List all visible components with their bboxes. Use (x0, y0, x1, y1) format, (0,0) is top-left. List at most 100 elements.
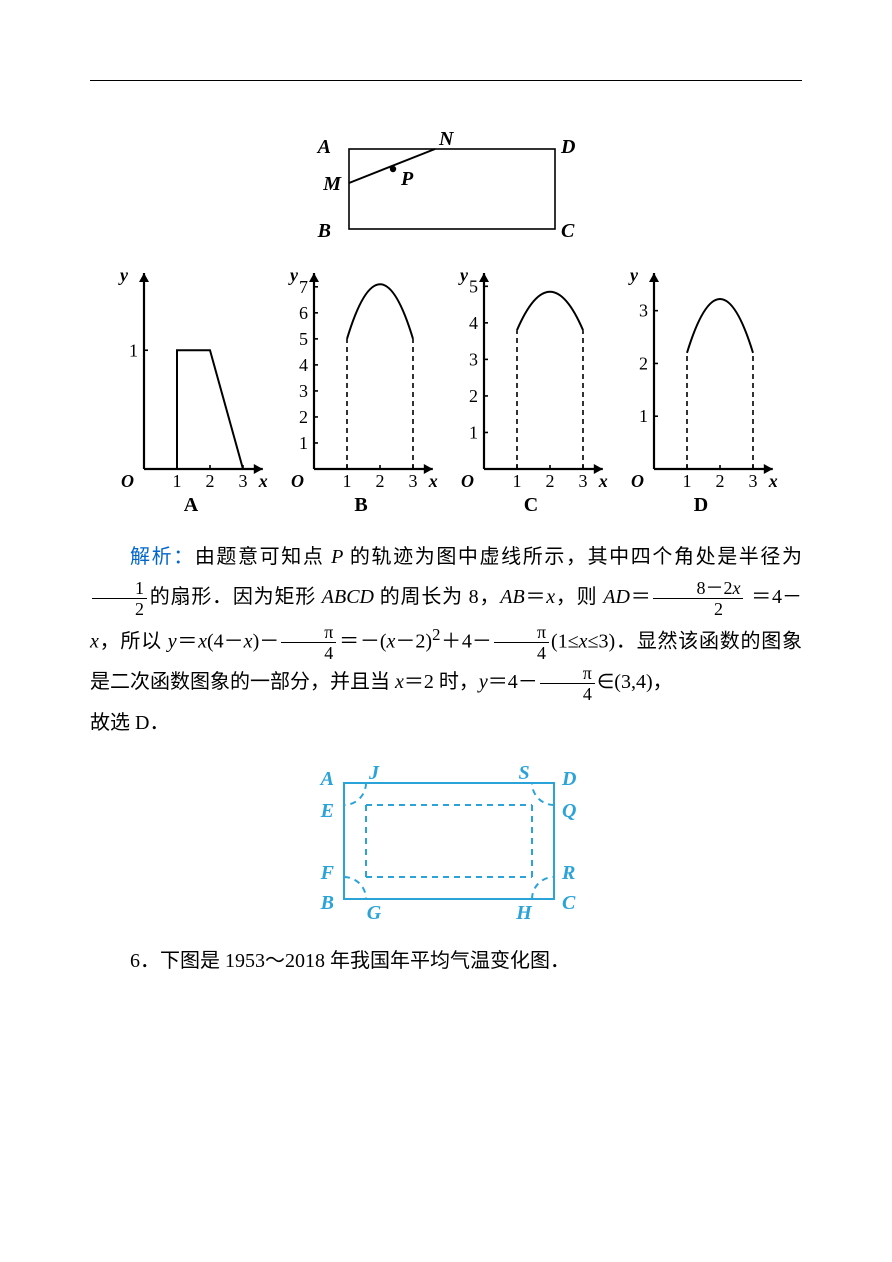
svg-text:1: 1 (683, 471, 692, 491)
svg-text:y: y (288, 265, 299, 285)
frac-pi4-3: π4 (540, 664, 595, 703)
var-x: x (90, 631, 99, 653)
frac-8minus2x: 8－2x2 (653, 579, 743, 618)
var-x: x (244, 631, 253, 653)
svg-text:H: H (515, 902, 533, 924)
txt: ＝2 时， (404, 671, 479, 693)
svg-text:1: 1 (129, 340, 138, 360)
svg-text:4: 4 (299, 355, 308, 375)
txt: ＝4－ (751, 586, 802, 608)
svg-text:2: 2 (716, 471, 725, 491)
txt: 由题意可知点 (195, 546, 331, 568)
svg-text:2: 2 (546, 471, 555, 491)
svg-text:F: F (320, 862, 335, 884)
figure-rectangle-mnp: ADBCMNP (301, 131, 591, 251)
svg-text:3: 3 (239, 471, 248, 491)
var-AB: AB (500, 586, 524, 608)
question-6: 6．下图是 1953～2018 年我国年平均气温变化图． (90, 941, 802, 981)
svg-text:x: x (598, 471, 608, 491)
chart-C: 12345123OxyC (446, 259, 616, 519)
svg-text:A: A (316, 136, 331, 158)
svg-text:A: A (184, 494, 199, 516)
svg-text:C: C (524, 494, 538, 516)
svg-text:J: J (368, 762, 380, 784)
q6-text: 下图是 1953～2018 年我国年平均气温变化图． (160, 950, 570, 972)
txt: ＝4－ (488, 671, 538, 693)
svg-text:O: O (121, 471, 134, 491)
eq: ＝ (630, 586, 652, 608)
svg-text:4: 4 (469, 313, 478, 333)
svg-text:y: y (118, 265, 129, 285)
var-AD: AD (603, 586, 630, 608)
top-rule (90, 80, 802, 81)
svg-text:1: 1 (343, 471, 352, 491)
txt: ，则 (555, 586, 603, 608)
svg-text:D: D (561, 768, 576, 790)
svg-text:1: 1 (173, 471, 182, 491)
chart-B: 1 2 3 4 5 6 7 1 2 3 Ox y B (276, 259, 446, 519)
txt: 的扇形．因为矩形 (149, 586, 322, 608)
var-y: y (479, 671, 488, 693)
var-y: y (168, 631, 177, 653)
frac-pi4-2: π4 (494, 623, 549, 662)
svg-text:O: O (631, 471, 644, 491)
svg-text:3: 3 (579, 471, 588, 491)
chart-D: 1 2 3 1 2 3 Ox y D (616, 259, 786, 519)
svg-text:5: 5 (469, 276, 478, 296)
svg-text:Q: Q (562, 800, 576, 822)
solution-conclude: 故选 D． (90, 703, 802, 743)
svg-text:M: M (322, 173, 342, 195)
svg-text:E: E (320, 800, 334, 822)
var-x: x (198, 631, 207, 653)
svg-text:C: C (561, 220, 575, 242)
keyword-jiexi: 解析： (130, 546, 195, 568)
figure-blue-rectangle: ADBCJSGHEFQR (286, 757, 606, 927)
svg-text:B: B (354, 494, 367, 516)
svg-text:S: S (518, 762, 529, 784)
svg-text:O: O (461, 471, 474, 491)
svg-text:x: x (768, 471, 778, 491)
svg-text:x: x (258, 471, 268, 491)
eq: ＝ (177, 631, 199, 653)
charts-row: 1 1 2 3 Ox y A 1 2 3 4 5 6 7 1 2 3 Ox y B 1 2 3 4 5 1 2 3 Ox y C 1 2 3… (90, 259, 802, 519)
txt: 的周长为 8， (374, 586, 500, 608)
svg-text:6: 6 (299, 303, 308, 323)
svg-text:D: D (560, 136, 575, 158)
var-x: x (546, 586, 555, 608)
var-x: x (395, 671, 404, 693)
svg-text:3: 3 (469, 349, 478, 369)
svg-text:2: 2 (206, 471, 215, 491)
svg-text:2: 2 (639, 353, 648, 373)
svg-text:B: B (317, 220, 331, 242)
svg-text:3: 3 (749, 471, 758, 491)
txt: ＋4－ (440, 631, 492, 653)
svg-text:3: 3 (639, 301, 648, 321)
svg-text:2: 2 (299, 407, 308, 427)
svg-text:G: G (367, 902, 382, 924)
svg-text:B: B (320, 892, 334, 914)
svg-text:x: x (428, 471, 438, 491)
svg-text:2: 2 (376, 471, 385, 491)
svg-text:2: 2 (469, 386, 478, 406)
svg-text:3: 3 (409, 471, 418, 491)
frac-half: 12 (92, 579, 147, 618)
svg-text:R: R (561, 862, 575, 884)
svg-text:N: N (438, 131, 455, 150)
interval: ∈(3,4)， (597, 671, 673, 693)
svg-text:y: y (628, 265, 639, 285)
txt: ，所以 (99, 631, 168, 653)
eq: ＝ (525, 586, 547, 608)
txt: －2) (395, 631, 432, 653)
q6-num: 6． (130, 950, 160, 972)
var-P: P (331, 546, 343, 568)
svg-text:D: D (694, 494, 708, 516)
svg-text:3: 3 (299, 381, 308, 401)
svg-text:1: 1 (639, 406, 648, 426)
txt: ＝－( (338, 631, 386, 653)
svg-text:7: 7 (299, 277, 308, 297)
svg-text:O: O (291, 471, 304, 491)
svg-text:y: y (458, 265, 469, 285)
svg-text:1: 1 (299, 433, 308, 453)
svg-text:1: 1 (469, 422, 478, 442)
svg-text:5: 5 (299, 329, 308, 349)
